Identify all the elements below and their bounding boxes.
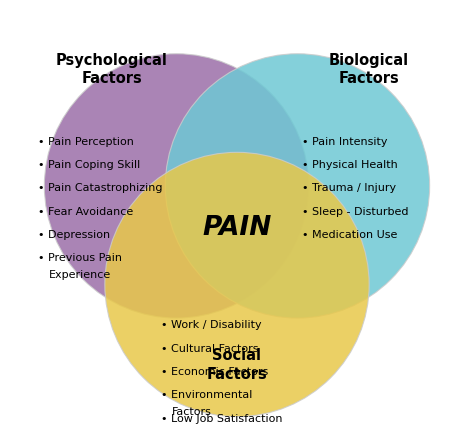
Text: • Physical Health: • Physical Health — [302, 160, 398, 170]
Text: Factors: Factors — [172, 407, 212, 417]
Circle shape — [165, 54, 429, 318]
Text: • Pain Intensity: • Pain Intensity — [302, 137, 387, 146]
Text: • Cultural Factors: • Cultural Factors — [161, 344, 258, 353]
Text: Experience: Experience — [49, 270, 111, 280]
Circle shape — [105, 152, 369, 417]
Circle shape — [45, 54, 309, 318]
Text: • Pain Catastrophizing: • Pain Catastrophizing — [37, 183, 162, 193]
Text: PAIN: PAIN — [202, 215, 272, 241]
Text: • Work / Disability: • Work / Disability — [161, 320, 262, 330]
Text: Social
Factors: Social Factors — [207, 349, 267, 382]
Text: • Previous Pain: • Previous Pain — [37, 253, 122, 263]
Text: • Pain Coping Skill: • Pain Coping Skill — [37, 160, 140, 170]
Text: • Sleep - Disturbed: • Sleep - Disturbed — [302, 207, 409, 216]
Text: • Fear Avoidance: • Fear Avoidance — [37, 207, 133, 216]
Text: • Economic Factors: • Economic Factors — [161, 367, 268, 377]
Text: • Depression: • Depression — [37, 230, 110, 240]
Text: • Low Job Satisfaction: • Low Job Satisfaction — [161, 414, 283, 423]
Text: Psychological
Factors: Psychological Factors — [55, 52, 167, 86]
Text: Biological
Factors: Biological Factors — [329, 52, 409, 86]
Text: • Environmental: • Environmental — [161, 390, 252, 400]
Text: • Medication Use: • Medication Use — [302, 230, 397, 240]
Text: • Pain Perception: • Pain Perception — [37, 137, 134, 146]
Text: • Trauma / Injury: • Trauma / Injury — [302, 183, 396, 193]
